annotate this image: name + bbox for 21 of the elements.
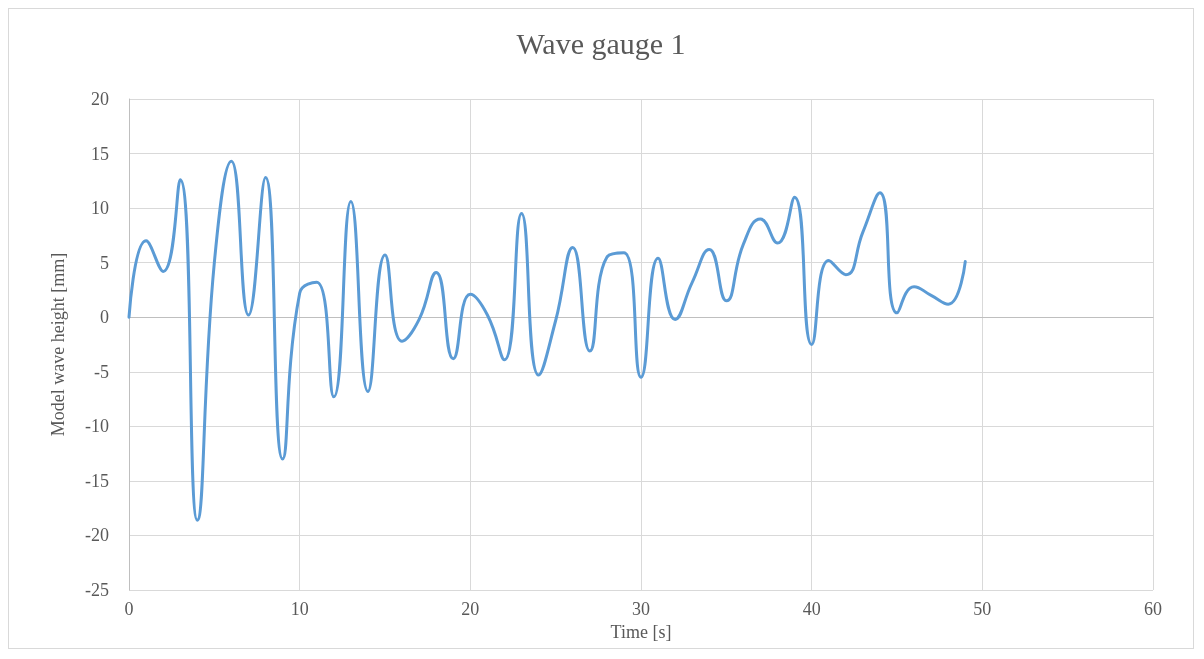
y-tick-label: 0 [100,307,109,328]
y-tick-label: -20 [85,525,109,546]
x-tick-label: 40 [802,599,821,619]
x-tick-label: 10 [290,599,309,619]
x-tick-label: 60 [1144,599,1162,619]
line-series [127,159,967,522]
y-tick-label: 10 [91,198,109,219]
x-tick-label: 30 [632,599,650,619]
chart-title: Wave gauge 1 [516,26,686,60]
y-axis-title: Model wave height [mm] [48,252,68,437]
x-tick-label: 50 [973,599,992,619]
x-tick-label: 0 [124,599,134,619]
y-tick-label: -10 [85,416,109,437]
y-tick-label: 15 [91,143,109,164]
x-tick-label: 20 [461,599,480,619]
y-tick-label: -5 [94,361,109,382]
x-axis-title: Time [s] [610,621,672,642]
y-tick-label: 5 [100,252,109,273]
y-tick-label: 20 [91,89,109,109]
y-tick-label: -25 [85,580,109,600]
y-tick-label: -15 [85,470,109,491]
